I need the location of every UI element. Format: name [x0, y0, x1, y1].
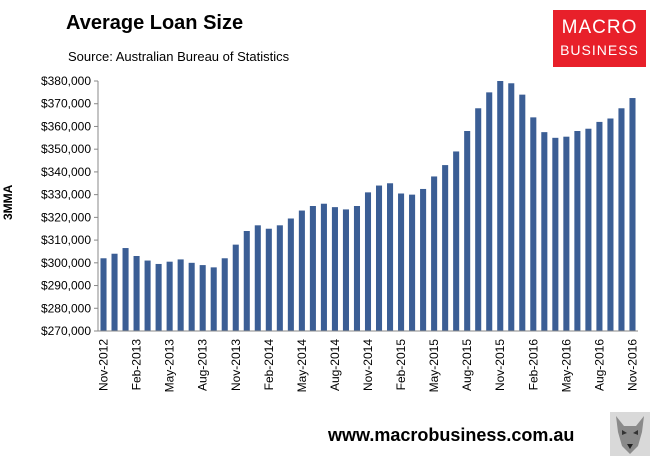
bar — [309, 206, 316, 331]
y-tick-label: $300,000 — [41, 256, 91, 270]
wolf-logo-icon — [610, 412, 650, 456]
y-tick-label: $360,000 — [41, 119, 91, 133]
bar — [585, 128, 592, 331]
bar-chart: $270,000 $280,000 $290,000 $300,000 $310,000… — [41, 74, 640, 393]
x-tick-label: Aug-2016 — [592, 339, 606, 391]
bar — [188, 262, 195, 331]
bar — [387, 183, 394, 331]
chart-subtitle: Source: Australian Bureau of Statistics — [68, 49, 290, 64]
x-tick-label: Aug-2013 — [196, 339, 210, 391]
x-tick-label: Nov-2012 — [97, 339, 111, 391]
bar — [111, 253, 118, 331]
bar — [486, 92, 493, 331]
bar — [210, 267, 217, 331]
bar — [243, 231, 250, 331]
bar — [530, 117, 537, 331]
bar — [453, 151, 460, 331]
bar — [574, 131, 581, 331]
bar — [541, 132, 548, 331]
logo-line-1: MACRO — [561, 17, 638, 38]
bar — [232, 244, 239, 331]
bar — [254, 225, 261, 331]
bar — [629, 98, 636, 331]
y-tick-label: $340,000 — [41, 165, 91, 179]
x-axis: Nov-2012 Feb-2013 May-2013 Aug-2013 Nov-2013… — [97, 330, 639, 393]
x-tick-label: Nov-2015 — [493, 339, 507, 391]
bar — [508, 83, 515, 331]
x-tick-label: Nov-2013 — [229, 339, 243, 391]
bar — [199, 265, 206, 331]
x-tick-label: May-2013 — [163, 339, 177, 393]
bar — [100, 258, 107, 331]
y-tick-label: $370,000 — [41, 97, 91, 111]
y-tick-label: $310,000 — [41, 233, 91, 247]
macrobusiness-logo: MACRO BUSINESS — [553, 10, 646, 67]
logo-line-2: BUSINESS — [560, 42, 639, 58]
bar — [409, 194, 416, 331]
x-tick-label: May-2015 — [427, 339, 441, 393]
bar — [596, 121, 603, 331]
bar-series — [100, 81, 636, 332]
bar — [552, 137, 559, 331]
bar — [331, 207, 338, 331]
bar — [155, 263, 162, 331]
footer-url: www.macrobusiness.com.au — [328, 425, 575, 445]
bar — [166, 261, 173, 331]
x-tick-label: Feb-2014 — [262, 339, 276, 391]
y-tick-label: $350,000 — [41, 142, 91, 156]
bar — [221, 258, 228, 331]
x-tick-label: Aug-2015 — [460, 339, 474, 391]
x-tick-label: Aug-2014 — [328, 339, 342, 391]
x-tick-label: Feb-2015 — [394, 339, 408, 391]
y-tick-label: $380,000 — [41, 74, 91, 88]
bar — [342, 209, 349, 331]
y-tick-label: $330,000 — [41, 188, 91, 202]
x-tick-label: Nov-2014 — [361, 339, 375, 391]
bar — [287, 218, 294, 331]
bar — [442, 165, 449, 331]
bar — [375, 185, 383, 331]
bar — [364, 192, 372, 331]
x-tick-label: Feb-2013 — [130, 339, 144, 391]
bar — [475, 108, 482, 331]
bar — [320, 203, 327, 331]
y-tick-label: $320,000 — [41, 210, 91, 224]
x-tick-label: May-2014 — [295, 339, 309, 393]
bar — [420, 188, 427, 331]
bar — [464, 131, 471, 331]
bar — [519, 94, 526, 332]
bar — [298, 210, 305, 331]
x-tick-label: May-2016 — [559, 339, 573, 393]
x-tick-label: Nov-2016 — [625, 339, 639, 391]
bar — [497, 81, 504, 331]
x-tick-label: Feb-2016 — [526, 339, 540, 391]
bar — [618, 108, 625, 331]
y-tick-label: $290,000 — [41, 279, 91, 293]
bar — [265, 228, 272, 331]
bar — [177, 259, 184, 331]
y-tick-label: $270,000 — [41, 324, 91, 338]
bar — [122, 248, 129, 331]
y-axis: $270,000 $280,000 $290,000 $300,000 $310,000… — [41, 74, 99, 338]
chart-title: Average Loan Size — [66, 12, 244, 34]
bar — [607, 118, 614, 331]
bar — [353, 206, 361, 331]
bar — [144, 260, 151, 331]
bar — [276, 225, 283, 331]
bar — [398, 193, 405, 331]
y-tick-label: $280,000 — [41, 301, 91, 315]
bar — [133, 256, 140, 331]
bar — [563, 136, 570, 331]
bar — [431, 176, 438, 331]
